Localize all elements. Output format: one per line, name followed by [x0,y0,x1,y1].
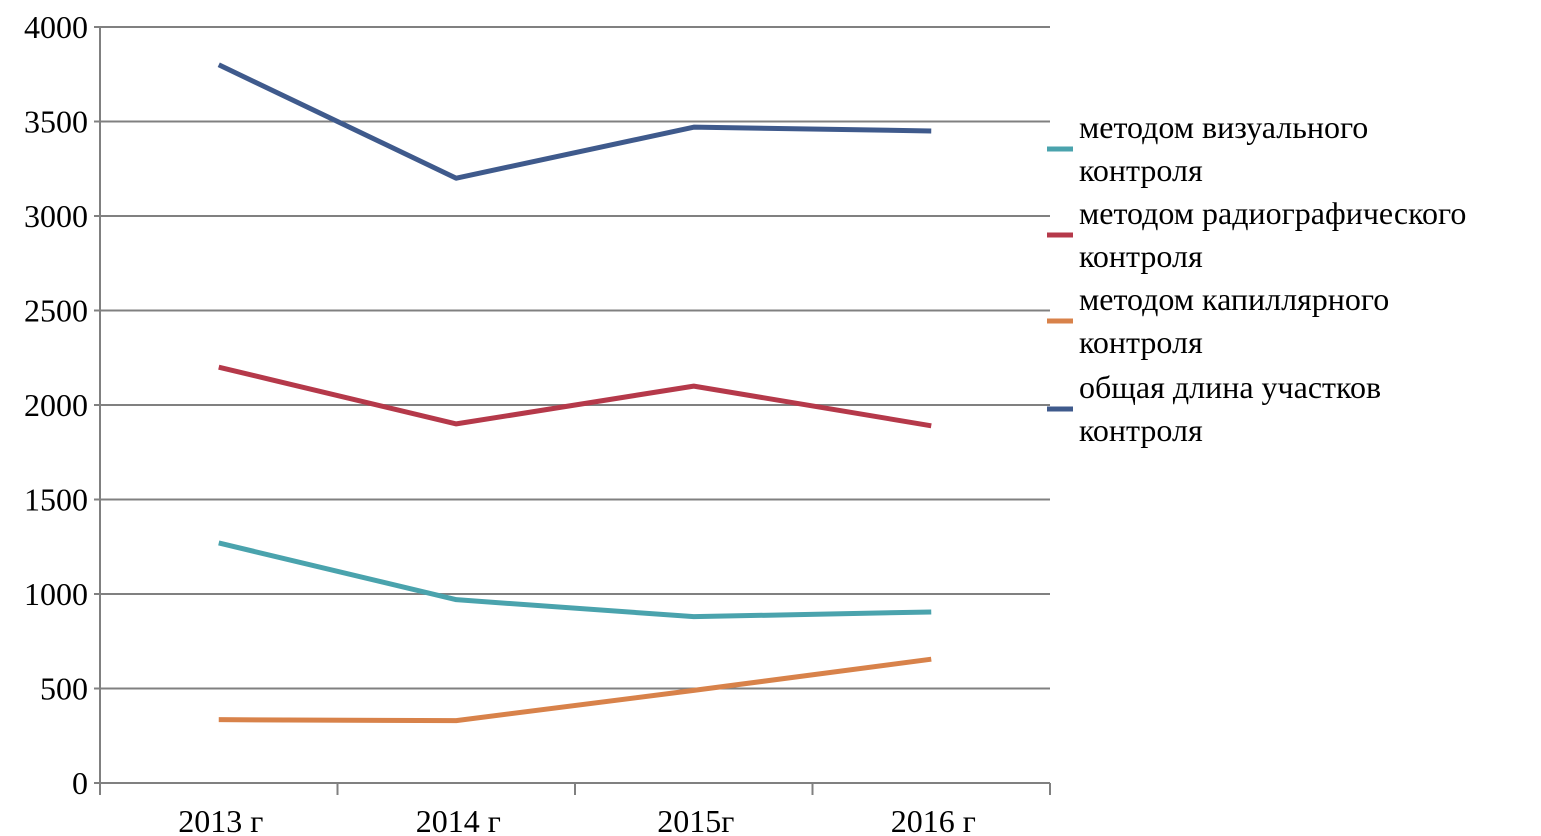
y-tick-label: 500 [40,671,88,707]
y-axis-ticks: 0 500 1000 1500 2000 2500 3000 3500 4000 [24,9,88,801]
legend-label: методом визуального [1079,109,1368,145]
series-line-1 [218,540,932,620]
legend-label: общая длина участков [1079,369,1381,405]
series-line-2 [218,364,932,429]
y-tick-label: 2500 [24,293,88,329]
y-tick-label: 4000 [24,9,88,45]
legend-label: методом радиографического [1079,195,1466,231]
legend-label: контроля [1079,324,1203,360]
x-tick-label: 2013 г [178,803,263,836]
y-tick-label: 2000 [24,387,88,423]
legend-label: контроля [1079,152,1203,188]
series-line-3 [218,656,932,724]
legend-label: контроля [1079,412,1203,448]
series-lines [217,62,932,724]
y-tick-label: 3000 [24,198,88,234]
legend-label: контроля [1079,238,1203,274]
x-tick-label: 2014 г [416,803,501,836]
x-tick-label: 2015г [657,803,734,836]
y-tick-label: 3500 [24,104,88,140]
axes [99,27,1051,795]
y-tick-label: 0 [72,765,88,801]
series-line-4 [217,62,932,181]
legend: методом визуального контроля методом радио… [1047,109,1466,448]
x-axis-ticks: 2013 г 2014 г 2015г 2016 г [178,803,976,836]
x-tick-label: 2016 г [891,803,976,836]
y-tick-label: 1000 [24,576,88,612]
legend-label: методом капиллярного [1079,281,1389,317]
y-tick-label: 1500 [24,482,88,518]
